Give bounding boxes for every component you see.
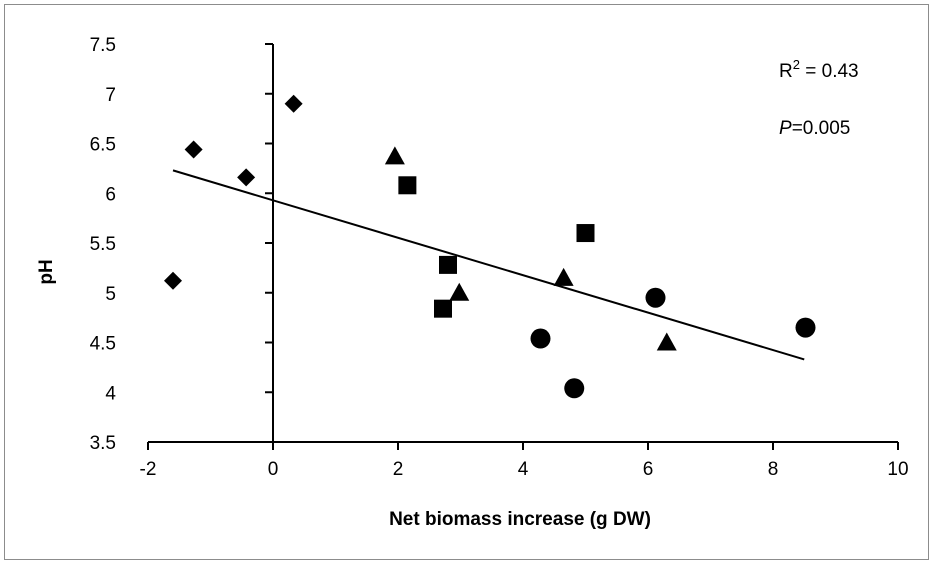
y-tick-label: 6 <box>105 184 116 205</box>
tick-labels: -2 0 2 4 6 8 10 3.5 4 4.5 5 5.5 6 6.5 7 7.5 <box>90 35 909 480</box>
x-tick-label: 8 <box>768 459 779 480</box>
trendline-layer <box>172 169 805 361</box>
diamond-point <box>164 271 182 290</box>
y-tick-label: 7.5 <box>90 35 116 56</box>
p-value-annotation: P=0.005 <box>779 118 850 139</box>
axes <box>147 43 899 450</box>
diamond-point <box>237 168 256 187</box>
triangle-point <box>656 332 677 351</box>
x-tick-label: -2 <box>140 459 157 480</box>
x-axis-title: Net biomass increase (g DW) <box>389 509 651 530</box>
circle-point <box>795 317 816 338</box>
square-point <box>398 176 417 195</box>
triangle-point <box>449 282 470 301</box>
trendline <box>172 169 805 361</box>
triangle-point <box>384 146 405 165</box>
triangle-point <box>553 267 574 286</box>
r-squared-superscript: 2 <box>793 57 800 72</box>
diamond-point <box>284 94 303 113</box>
y-tick-label: 7 <box>105 85 116 106</box>
y-tick-label: 4.5 <box>90 334 116 355</box>
circle-point <box>645 287 666 308</box>
r-squared-annotation: R2 = 0.43 <box>779 57 859 82</box>
y-axis-title: pH <box>36 259 57 284</box>
y-tick-label: 5 <box>105 284 116 305</box>
x-tick-label: 0 <box>268 459 279 480</box>
y-tick-label: 6.5 <box>90 135 116 156</box>
square-point <box>439 255 457 274</box>
r-squared-prefix: R <box>779 61 793 82</box>
x-tick-label: 4 <box>518 459 529 480</box>
p-value-label: P <box>779 118 792 139</box>
circle-point <box>530 328 551 349</box>
data-points <box>164 94 816 399</box>
y-tick-label: 3.5 <box>90 433 116 454</box>
p-value-value: =0.005 <box>792 118 851 139</box>
circle-point <box>564 378 585 399</box>
square-point <box>576 224 595 243</box>
diamond-point <box>184 140 203 159</box>
y-tick-label: 5.5 <box>90 234 116 255</box>
r-squared-value: = 0.43 <box>800 61 859 82</box>
square-point <box>434 299 452 318</box>
x-tick-label: 10 <box>887 459 908 480</box>
y-tick-label: 4 <box>105 383 116 404</box>
x-tick-label: 2 <box>393 459 404 480</box>
x-tick-label: 6 <box>643 459 654 480</box>
chart-frame <box>4 4 929 560</box>
